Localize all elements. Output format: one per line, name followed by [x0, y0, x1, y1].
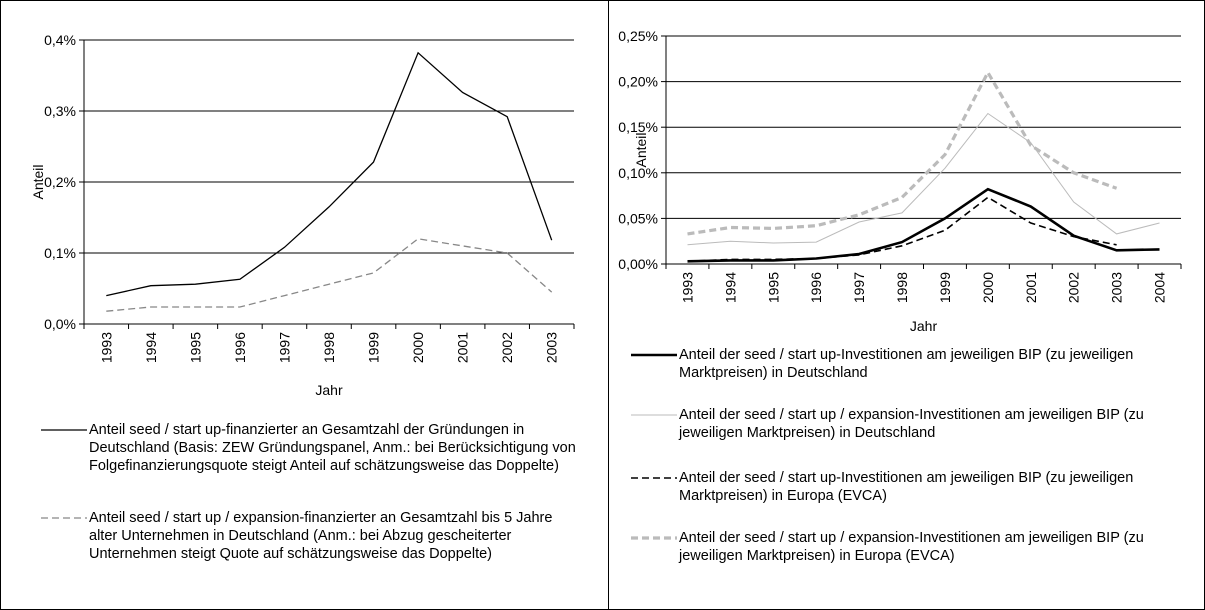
x-tick-label: 1994	[722, 272, 738, 303]
series-line	[687, 196, 1117, 263]
y-tick-label: 0,1%	[44, 245, 76, 261]
x-tick-label: 1996	[808, 272, 824, 303]
legend-item: Anteil seed / start up-finanzierter an G…	[39, 421, 584, 475]
legend-swatch	[631, 414, 677, 416]
series-line	[106, 238, 553, 312]
legend-label: Anteil seed / start up-finanzierter an G…	[89, 422, 576, 474]
legend-item: Anteil der seed / start up-Investitionen…	[629, 346, 1189, 382]
x-tick-label: 1993	[679, 272, 695, 303]
y-tick-label: 0,3%	[44, 103, 76, 119]
y-tick-label: 0,2%	[44, 174, 76, 190]
x-axis-label: Jahr	[315, 382, 343, 398]
legend-item: Anteil seed / start up / expansion-finan…	[39, 509, 584, 563]
legend-swatch	[41, 517, 87, 519]
y-tick-label: 0,00%	[618, 256, 658, 272]
series-line	[687, 69, 1118, 236]
y-axis-label: Anteil	[30, 164, 46, 199]
legend-swatch	[631, 536, 677, 540]
x-tick-label: 2001	[1023, 272, 1039, 303]
legend-item: Anteil der seed / start up-Investitionen…	[629, 469, 1189, 505]
series-line	[106, 51, 553, 297]
legend-label: Anteil der seed / start up-Investitionen…	[679, 347, 1134, 381]
y-tick-label: 0,20%	[618, 74, 658, 90]
x-tick-label: 2003	[1109, 272, 1125, 303]
legend-label: Anteil der seed / start up-Investitionen…	[679, 470, 1134, 504]
x-tick-label: 1993	[98, 332, 114, 363]
x-tick-label: 2002	[499, 332, 515, 363]
x-tick-label: 2003	[544, 332, 560, 363]
y-tick-label: 0,05%	[618, 210, 658, 226]
legend-label: Anteil seed / start up / expansion-finan…	[89, 510, 553, 562]
y-tick-label: 0,0%	[44, 316, 76, 332]
legend-item: Anteil der seed / start up / expansion-I…	[629, 529, 1189, 565]
x-tick-label: 1995	[187, 332, 203, 363]
x-tick-label: 2000	[410, 332, 426, 363]
legend-swatch	[631, 353, 677, 357]
y-tick-label: 0,4%	[44, 32, 76, 48]
x-tick-label: 1999	[366, 332, 382, 363]
x-tick-label: 2001	[455, 332, 471, 363]
x-tick-label: 1997	[851, 272, 867, 303]
legend-swatch	[41, 429, 87, 431]
x-axis-label: Jahr	[910, 318, 938, 334]
x-tick-label: 2002	[1066, 272, 1082, 303]
series-line	[687, 187, 1160, 263]
x-tick-label: 1998	[321, 332, 337, 363]
x-tick-label: 1994	[143, 332, 159, 363]
y-tick-label: 0,25%	[618, 28, 658, 44]
x-tick-label: 2004	[1152, 272, 1168, 303]
x-tick-label: 1997	[276, 332, 292, 363]
legend-label: Anteil der seed / start up / expansion-I…	[679, 407, 1144, 441]
panel-divider	[608, 1, 609, 609]
legend-swatch	[631, 477, 677, 479]
x-tick-label: 1998	[894, 272, 910, 303]
series-line	[687, 112, 1160, 246]
x-tick-label: 2000	[980, 272, 996, 303]
y-axis-label: Anteil	[633, 132, 649, 167]
x-tick-label: 1996	[232, 332, 248, 363]
y-tick-label: 0,15%	[618, 119, 658, 135]
y-tick-label: 0,10%	[618, 165, 658, 181]
x-tick-label: 1999	[937, 272, 953, 303]
legend-label: Anteil der seed / start up / expansion-I…	[679, 530, 1144, 564]
legend-item: Anteil der seed / start up / expansion-I…	[629, 406, 1189, 442]
x-tick-label: 1995	[765, 272, 781, 303]
